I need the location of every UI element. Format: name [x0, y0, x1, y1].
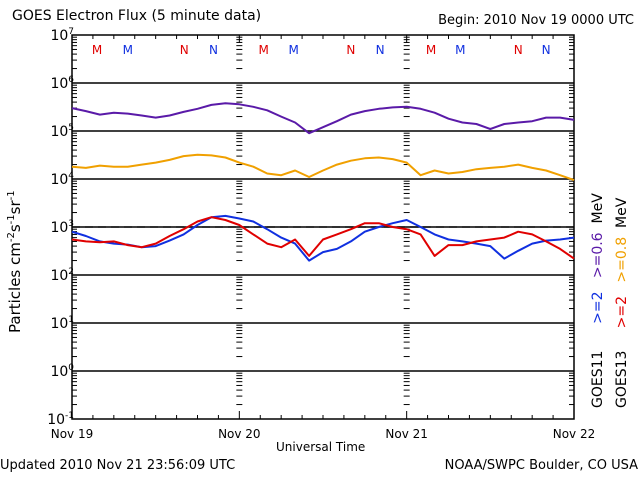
series-line-1 [71, 153, 575, 182]
legend-goes13-label: GOES13 [614, 350, 630, 408]
y-tick-label: 100 [50, 363, 74, 380]
chart-title: GOES Electron Flux (5 minute data) [12, 8, 262, 24]
legend-goes13-ge08: >=0.8 [614, 236, 630, 283]
x-tick-label: Nov 21 [385, 427, 428, 441]
local-time-marker: M [123, 43, 133, 57]
credit-label: NOAA/SWPC Boulder, CO USA [444, 458, 638, 473]
y-tick-exponent: 2 [68, 267, 74, 277]
x-axis-label: Universal Time [276, 440, 366, 454]
y-tick-label: 107 [50, 27, 74, 44]
series-line-2 [71, 214, 575, 262]
y-tick-label: 101 [50, 315, 74, 332]
y-tick-label: 106 [50, 75, 74, 92]
legend-goes13-ge2: >=2 [614, 295, 630, 329]
x-tick-label: Nov 19 [51, 427, 94, 441]
x-tick-label: Nov 22 [553, 427, 596, 441]
y-tick-base: 10 [50, 28, 68, 44]
legend-goes11-mev: MeV [590, 193, 606, 224]
series-line-3 [71, 216, 575, 260]
y-tick-base: 10 [50, 76, 68, 92]
y-tick-exponent: 3 [68, 219, 74, 229]
y-tick-label: 105 [50, 123, 74, 140]
series-line-0 [71, 102, 575, 135]
y-tick-base: 10 [50, 268, 68, 284]
y-tick-exponent: 6 [68, 75, 74, 85]
local-time-marker: M [259, 43, 269, 57]
local-time-marker: N [346, 43, 355, 57]
local-time-marker: M [426, 43, 436, 57]
y-tick-exponent: 4 [68, 171, 74, 181]
updated-timestamp: Updated 2010 Nov 21 23:56:09 UTC [0, 458, 236, 473]
legend-goes11: GOES11 >=2 >=0.6 MeV [590, 193, 606, 408]
legend-goes11-ge2: >=2 [590, 291, 606, 324]
local-time-marker: M [92, 43, 102, 57]
local-time-marker: M [289, 43, 299, 57]
local-time-marker: N [542, 43, 551, 57]
y-tick-label: 104 [50, 171, 74, 188]
y-tick-label: 102 [50, 267, 74, 284]
y-tick-exponent: 1 [68, 315, 74, 325]
legend-goes11-ge06: >=0.6 [590, 232, 606, 279]
local-time-marker: N [180, 43, 189, 57]
x-tick-label: Nov 20 [218, 427, 261, 441]
y-tick-label: 103 [50, 219, 74, 236]
legend-goes13: GOES13 >=2 >=0.8 MeV [614, 198, 630, 408]
y-tick-base: 10 [50, 364, 68, 380]
y-tick-label: 10-1 [47, 411, 74, 428]
y-tick-exponent: 7 [68, 27, 74, 37]
y-tick-base: 10 [47, 412, 65, 428]
local-time-marker: N [376, 43, 385, 57]
local-time-marker: N [209, 43, 218, 57]
begin-time-label: Begin: 2010 Nov 19 0000 UTC [438, 13, 634, 28]
y-tick-base: 10 [50, 316, 68, 332]
y-tick-exponent: -1 [65, 411, 74, 421]
y-tick-base: 10 [50, 172, 68, 188]
y-tick-base: 10 [50, 124, 68, 140]
y-tick-exponent: 5 [68, 123, 74, 133]
y-tick-exponent: 0 [68, 363, 74, 373]
y-tick-base: 10 [50, 220, 68, 236]
local-time-marker: M [455, 43, 465, 57]
legend-goes11-label: GOES11 [590, 350, 606, 408]
legend-goes13-mev: MeV [614, 197, 630, 228]
local-time-marker: N [514, 43, 523, 57]
